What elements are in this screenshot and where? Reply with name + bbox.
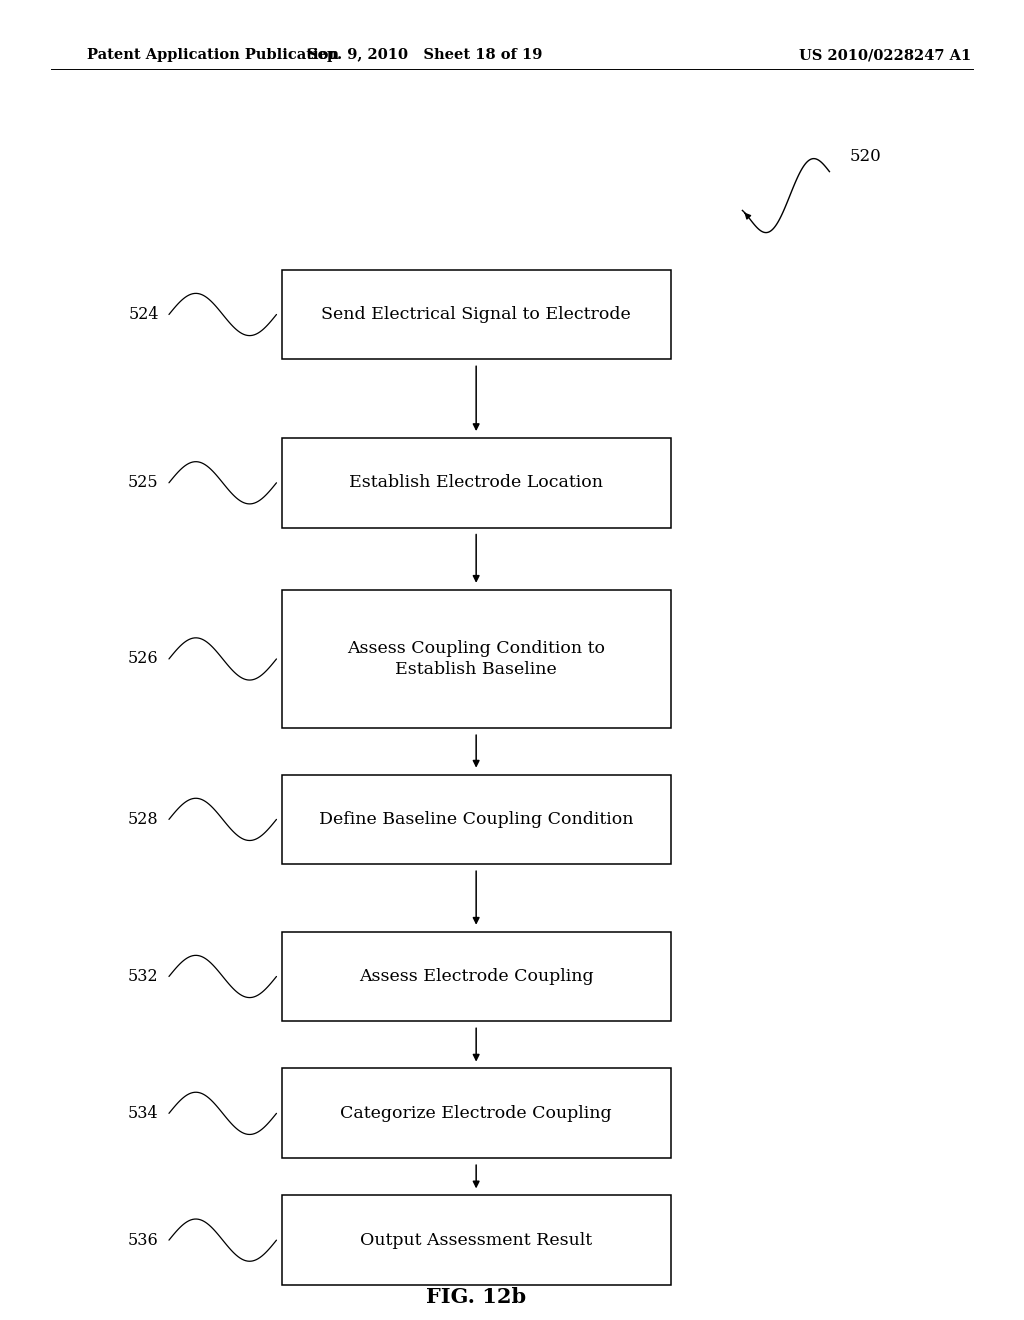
Bar: [282, 438, 671, 528]
Text: 520: 520: [850, 148, 882, 165]
Text: 524: 524: [128, 306, 159, 323]
Bar: [282, 932, 671, 1022]
Text: 528: 528: [128, 810, 159, 828]
Text: 525: 525: [128, 474, 159, 491]
Text: Send Electrical Signal to Electrode: Send Electrical Signal to Electrode: [322, 306, 631, 323]
Text: US 2010/0228247 A1: US 2010/0228247 A1: [799, 49, 971, 62]
Text: 526: 526: [128, 651, 159, 668]
Text: FIG. 12b: FIG. 12b: [426, 1287, 526, 1307]
Text: Establish Electrode Location: Establish Electrode Location: [349, 474, 603, 491]
Text: Assess Coupling Condition to
Establish Baseline: Assess Coupling Condition to Establish B…: [347, 640, 605, 678]
Text: 536: 536: [128, 1232, 159, 1249]
Text: Patent Application Publication: Patent Application Publication: [87, 49, 339, 62]
Text: Assess Electrode Coupling: Assess Electrode Coupling: [358, 968, 594, 985]
Bar: [282, 775, 671, 865]
Text: Define Baseline Coupling Condition: Define Baseline Coupling Condition: [318, 810, 634, 828]
Text: 532: 532: [128, 968, 159, 985]
Bar: [282, 1196, 671, 1286]
Text: Categorize Electrode Coupling: Categorize Electrode Coupling: [340, 1105, 612, 1122]
Bar: [282, 590, 671, 729]
Text: 534: 534: [128, 1105, 159, 1122]
Text: Output Assessment Result: Output Assessment Result: [360, 1232, 592, 1249]
Bar: [282, 269, 671, 359]
Bar: [282, 1068, 671, 1158]
Text: Sep. 9, 2010   Sheet 18 of 19: Sep. 9, 2010 Sheet 18 of 19: [307, 49, 543, 62]
